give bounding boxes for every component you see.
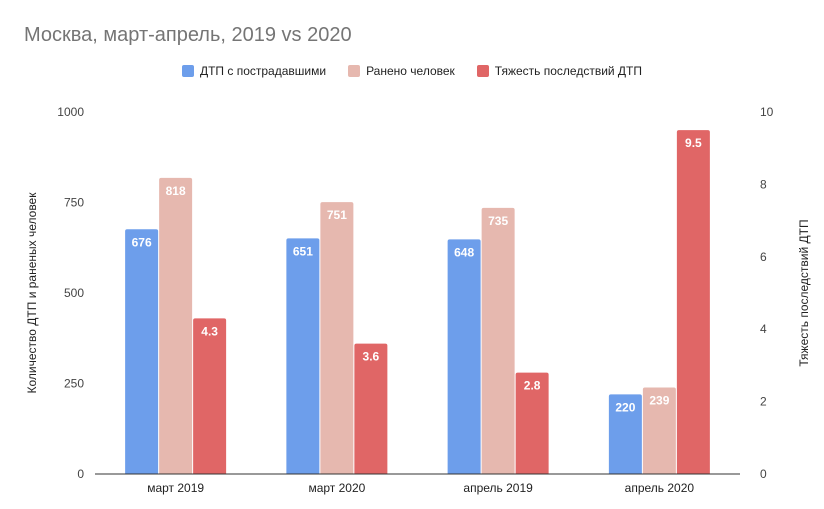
data-label: 4.3 [201, 324, 218, 338]
bar [608, 394, 642, 474]
bar [193, 318, 227, 474]
data-label: 648 [454, 245, 474, 259]
data-label: 3.6 [363, 350, 380, 364]
bar [159, 177, 193, 474]
y-left-tick-label: 250 [64, 377, 84, 391]
x-tick-label: март 2019 [147, 481, 204, 495]
bar [481, 207, 515, 474]
legend-swatch [181, 65, 194, 77]
y-left-tick-label: 500 [64, 286, 84, 300]
legend-label: Тяжесть последствий ДТП [494, 64, 643, 78]
x-tick-label: март 2020 [308, 481, 365, 495]
data-label: 9.5 [685, 136, 702, 150]
y-left-tick-label: 1000 [57, 105, 84, 119]
bar [125, 229, 159, 474]
y-right-tick-label: 10 [760, 105, 774, 119]
legend-item-injury-accidents[interactable]: ДТП с пострадавшими [181, 64, 327, 78]
y-right-tick-label: 6 [760, 250, 767, 264]
chart-title: Москва, март-апрель, 2019 vs 2020 [24, 24, 352, 46]
y-right-tick-label: 2 [760, 395, 767, 409]
data-label: 239 [649, 393, 669, 407]
y-right-tick-label: 8 [760, 177, 767, 191]
data-label: 818 [166, 184, 186, 198]
chart-legend: ДТП с пострадавшими Ранено человек Тяжес… [0, 64, 824, 78]
data-label: 735 [488, 214, 508, 228]
bar [447, 239, 481, 474]
y-right-axis-title: Тяжесть последствий ДТП [797, 219, 811, 366]
y-left-tick-label: 0 [77, 467, 84, 481]
legend-label: ДТП с пострадавшими [199, 64, 327, 78]
bar [320, 202, 354, 474]
data-label: 220 [615, 400, 635, 414]
x-tick-label: апрель 2019 [463, 481, 533, 495]
data-label: 651 [293, 244, 313, 258]
legend-item-injured[interactable]: Ранено человек [348, 64, 455, 78]
bar [642, 387, 676, 474]
data-label: 676 [132, 235, 152, 249]
legend-item-severity[interactable]: Тяжесть последствий ДТП [476, 64, 643, 78]
bar [515, 372, 549, 474]
y-right-tick-label: 4 [760, 322, 767, 336]
data-label: 2.8 [524, 379, 541, 393]
x-tick-label: апрель 2020 [625, 481, 695, 495]
legend-swatch [476, 65, 489, 77]
legend-swatch [348, 65, 361, 77]
bar [286, 238, 320, 474]
legend-label: Ранено человек [366, 64, 455, 78]
y-right-tick-label: 0 [760, 467, 767, 481]
data-label: 751 [327, 208, 347, 222]
y-left-axis-title: Количество ДТП и раненых человек [25, 192, 39, 394]
y-left-tick-label: 750 [64, 196, 84, 210]
bar [354, 343, 388, 474]
bar [676, 130, 710, 474]
